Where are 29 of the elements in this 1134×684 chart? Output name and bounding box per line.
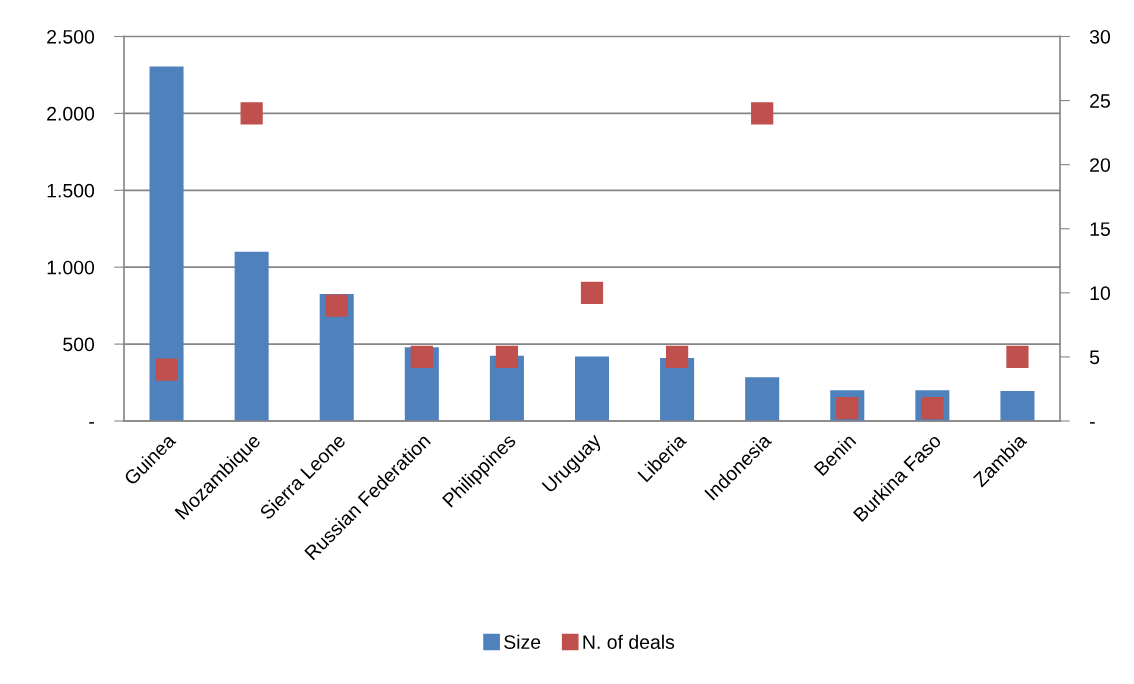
y-tick-label: 1.500 [47,183,95,198]
y2-tick-label: 25 [1090,94,1110,108]
point [1006,345,1029,369]
point [751,102,774,125]
point [495,345,519,369]
legend-label: N. of deals [583,634,675,649]
y2-tick-label: 5 [1089,350,1100,365]
y-tick-label: 2.000 [47,106,95,121]
point [325,294,348,317]
y2-tick-label: 30 [1089,29,1111,44]
y2-tick-label: 20 [1090,158,1111,172]
point [240,102,263,125]
y2-tick-label: 15 [1090,222,1110,236]
y-tick-label: 2.500 [47,29,95,44]
bar [1000,391,1035,421]
y-tick-label: - [89,422,94,424]
point [410,345,433,369]
y-tick-label: 1.000 [47,260,95,275]
point [665,345,689,369]
bar [234,251,269,421]
point [580,281,604,304]
point [155,358,178,381]
legend-label: Size [504,634,541,649]
y2-tick-label: 10 [1090,286,1111,301]
y-tick-label: 500 [63,337,95,352]
bar [149,66,184,421]
bar [574,356,610,421]
y2-tick-label: - [1090,422,1095,424]
bar [745,377,780,421]
